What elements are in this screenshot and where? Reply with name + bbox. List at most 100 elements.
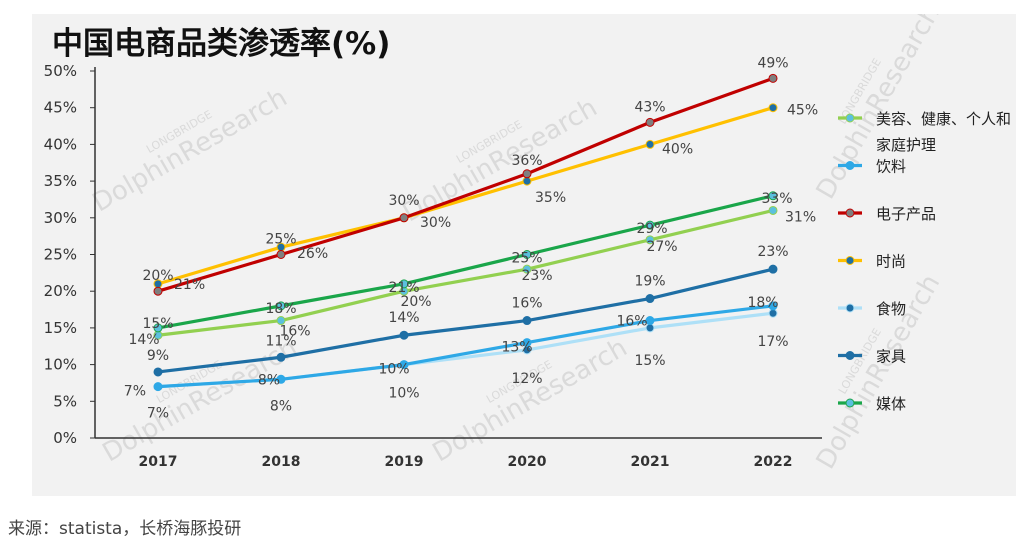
data-point bbox=[768, 191, 778, 201]
data-label: 21% bbox=[388, 280, 419, 296]
data-label: 31% bbox=[785, 209, 816, 225]
data-point bbox=[399, 213, 409, 223]
legend-label: 饮料 bbox=[876, 158, 906, 176]
data-label: 15% bbox=[634, 353, 665, 369]
x-tick-label: 2021 bbox=[631, 454, 670, 470]
data-point bbox=[399, 279, 409, 289]
data-label: 10% bbox=[388, 386, 419, 402]
data-label: 33% bbox=[761, 191, 792, 207]
legend-label: 时尚 bbox=[876, 253, 906, 271]
data-label: 10% bbox=[378, 362, 409, 378]
chart-panel: LONGBRIDGEDolphinResearch LONGBRIDGEDolph… bbox=[32, 14, 1016, 496]
data-label: 23% bbox=[757, 244, 788, 260]
data-point bbox=[153, 323, 163, 333]
data-label: 7% bbox=[147, 406, 169, 422]
series-line bbox=[156, 208, 775, 337]
chart-title: 中国电商品类渗透率(%) bbox=[52, 26, 390, 62]
series-line bbox=[156, 194, 775, 330]
legend-marker bbox=[845, 161, 855, 170]
data-point bbox=[645, 117, 655, 127]
data-point bbox=[645, 220, 655, 230]
data-label: 9% bbox=[147, 348, 169, 364]
legend-label: 电子产品 bbox=[876, 205, 936, 223]
data-point bbox=[768, 301, 778, 311]
data-point bbox=[645, 235, 655, 245]
legend-label: 食物 bbox=[876, 300, 906, 318]
y-tick-label: 30% bbox=[44, 209, 77, 227]
data-label: 15% bbox=[142, 316, 173, 332]
data-point bbox=[276, 301, 286, 311]
data-label: 30% bbox=[388, 193, 419, 209]
y-tick-label: 15% bbox=[44, 319, 77, 337]
series-line bbox=[156, 304, 775, 389]
data-label: 8% bbox=[258, 372, 280, 388]
data-point bbox=[522, 176, 532, 186]
data-point bbox=[399, 360, 409, 370]
source-note: 来源：statista，长桥海豚投研 bbox=[8, 519, 242, 539]
data-label: 30% bbox=[420, 215, 451, 231]
y-tick-label: 20% bbox=[44, 282, 77, 300]
watermark-text: LONGBRIDGEDolphinResearch bbox=[81, 72, 292, 219]
data-label: 29% bbox=[636, 221, 667, 237]
data-label: 16% bbox=[511, 296, 542, 312]
data-label: 7% bbox=[124, 384, 146, 400]
y-tick-label: 45% bbox=[44, 99, 77, 117]
data-label: 11% bbox=[265, 333, 296, 349]
data-label: 45% bbox=[787, 103, 818, 119]
y-tick-label: 35% bbox=[44, 172, 77, 190]
legend-label: 美容、健康、个人和家庭护理 bbox=[876, 110, 1011, 154]
legend-marker bbox=[845, 113, 855, 123]
y-tick-label: 25% bbox=[44, 246, 77, 264]
data-point bbox=[276, 316, 286, 326]
data-label: 23% bbox=[521, 268, 552, 284]
data-label: 17% bbox=[757, 334, 788, 350]
watermark-text: LONGBRIDGEDolphinResearch bbox=[800, 263, 947, 474]
data-label: 12% bbox=[511, 371, 542, 387]
data-label: 16% bbox=[279, 324, 310, 340]
data-label: 8% bbox=[270, 398, 292, 414]
legend-marker bbox=[845, 256, 855, 265]
data-label: 13% bbox=[501, 340, 532, 356]
data-point bbox=[645, 139, 655, 149]
data-point bbox=[768, 205, 778, 215]
legend-marker bbox=[845, 351, 855, 360]
data-label: 36% bbox=[511, 153, 542, 169]
data-point bbox=[522, 316, 532, 326]
data-label: 43% bbox=[634, 99, 665, 115]
series-line bbox=[156, 106, 775, 286]
data-label: 40% bbox=[662, 141, 693, 157]
data-point bbox=[276, 250, 286, 259]
x-tick-label: 2017 bbox=[139, 454, 178, 470]
data-point bbox=[153, 382, 163, 392]
data-label: 19% bbox=[634, 274, 665, 290]
data-label: 16% bbox=[616, 314, 647, 330]
y-tick-label: 5% bbox=[53, 392, 77, 410]
data-label: 26% bbox=[297, 246, 328, 262]
data-point bbox=[522, 250, 532, 259]
data-label: 20% bbox=[142, 268, 173, 284]
x-tick-label: 2018 bbox=[262, 454, 301, 470]
legend-marker bbox=[845, 208, 855, 218]
data-point bbox=[768, 103, 778, 113]
x-tick-label: 2020 bbox=[508, 454, 547, 470]
data-point bbox=[276, 374, 286, 384]
data-point bbox=[153, 286, 163, 296]
series-line bbox=[156, 267, 775, 374]
x-tick-label: 2022 bbox=[754, 454, 793, 470]
data-label: 25% bbox=[511, 251, 542, 267]
data-label: 14% bbox=[388, 310, 419, 326]
line-chart: LONGBRIDGEDolphinResearch LONGBRIDGEDolph… bbox=[44, 14, 1011, 474]
legend-label: 家具 bbox=[876, 348, 906, 366]
data-label: 27% bbox=[646, 239, 677, 255]
data-label: 20% bbox=[400, 294, 431, 310]
data-label: 14% bbox=[128, 332, 159, 348]
x-tick-label: 2019 bbox=[385, 454, 424, 470]
data-label: 18% bbox=[747, 295, 778, 311]
data-point bbox=[522, 169, 532, 179]
data-point bbox=[276, 352, 286, 362]
legend-marker bbox=[845, 303, 855, 313]
series-line bbox=[156, 76, 775, 293]
data-label: 35% bbox=[535, 190, 566, 206]
data-point bbox=[768, 73, 778, 83]
data-label: 18% bbox=[265, 301, 296, 317]
